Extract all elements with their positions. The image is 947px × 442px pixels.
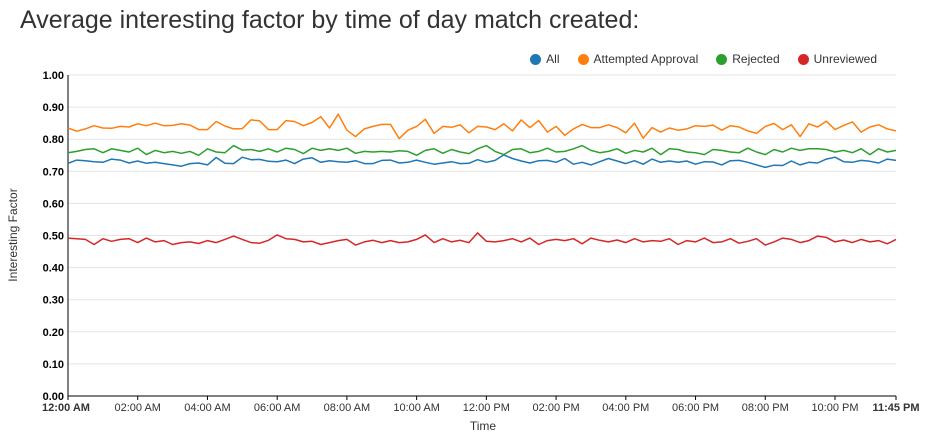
y-tick-label: 0.50 <box>43 231 64 243</box>
legend-item-rejected[interactable]: Rejected <box>716 52 780 66</box>
page-title: Average interesting factor by time of da… <box>20 6 640 34</box>
y-tick-label: 0.80 <box>43 134 64 146</box>
y-tick-label: 0.20 <box>43 327 64 339</box>
x-tick-label: 11:45 PM <box>872 402 919 414</box>
grid-lines <box>68 74 896 397</box>
legend-label: Unreviewed <box>813 52 877 66</box>
y-tick-label: 0.00 <box>43 391 64 403</box>
y-tick-label: 0.70 <box>43 166 64 178</box>
x-tick-label: 02:00 PM <box>533 402 580 414</box>
legend-item-unreviewed[interactable]: Unreviewed <box>797 52 877 66</box>
legend-label: Attempted Approval <box>593 52 699 66</box>
x-axis-label: Time <box>470 419 497 433</box>
x-tick-label: 06:00 AM <box>254 402 300 414</box>
series-line-all[interactable] <box>67 154 897 169</box>
y-tick-label: 0.40 <box>43 263 64 275</box>
x-tick-label: 10:00 PM <box>811 402 858 414</box>
axes: 0.00 0.10 0.20 0.30 0.40 0.50 0.60 0.70 0.80 0.90… <box>42 70 919 414</box>
legend-swatch <box>530 53 542 65</box>
x-tick-label: 12:00 PM <box>463 402 510 414</box>
y-tick-label: 0.30 <box>43 295 64 307</box>
x-tick-label: 08:00 AM <box>324 402 370 414</box>
series-line-rejected[interactable] <box>67 144 897 157</box>
x-tick-label: 02:00 AM <box>114 402 160 414</box>
series-lines <box>67 113 897 246</box>
x-tick-label: 10:00 AM <box>393 402 439 414</box>
y-tick-label: 0.10 <box>43 359 64 371</box>
x-tick-label: 04:00 AM <box>184 402 230 414</box>
x-tick-label: 08:00 PM <box>742 402 789 414</box>
y-tick-label: 0.90 <box>43 102 64 114</box>
legend-label: Rejected <box>732 52 780 66</box>
legend-swatch <box>716 53 728 65</box>
y-tick-label: 1.00 <box>43 70 64 82</box>
x-tick-label: 12:00 AM <box>42 402 90 414</box>
y-tick-label: 0.60 <box>43 198 64 210</box>
x-tick-label: 06:00 PM <box>672 402 719 414</box>
legend-item-attempted-approval[interactable]: Attempted Approval <box>577 52 699 66</box>
series-line-unreviewed[interactable] <box>67 232 897 246</box>
chart-legend: All Attempted Approval Rejected Unreviewed <box>530 52 877 66</box>
legend-swatch <box>797 53 809 65</box>
y-axis-label: Interesting Factor <box>6 188 20 281</box>
x-tick-label: 04:00 PM <box>602 402 649 414</box>
legend-item-all[interactable]: All <box>530 52 560 66</box>
legend-swatch <box>577 53 589 65</box>
legend-label: All <box>546 52 560 66</box>
series-line-attempted-approval[interactable] <box>67 113 897 140</box>
